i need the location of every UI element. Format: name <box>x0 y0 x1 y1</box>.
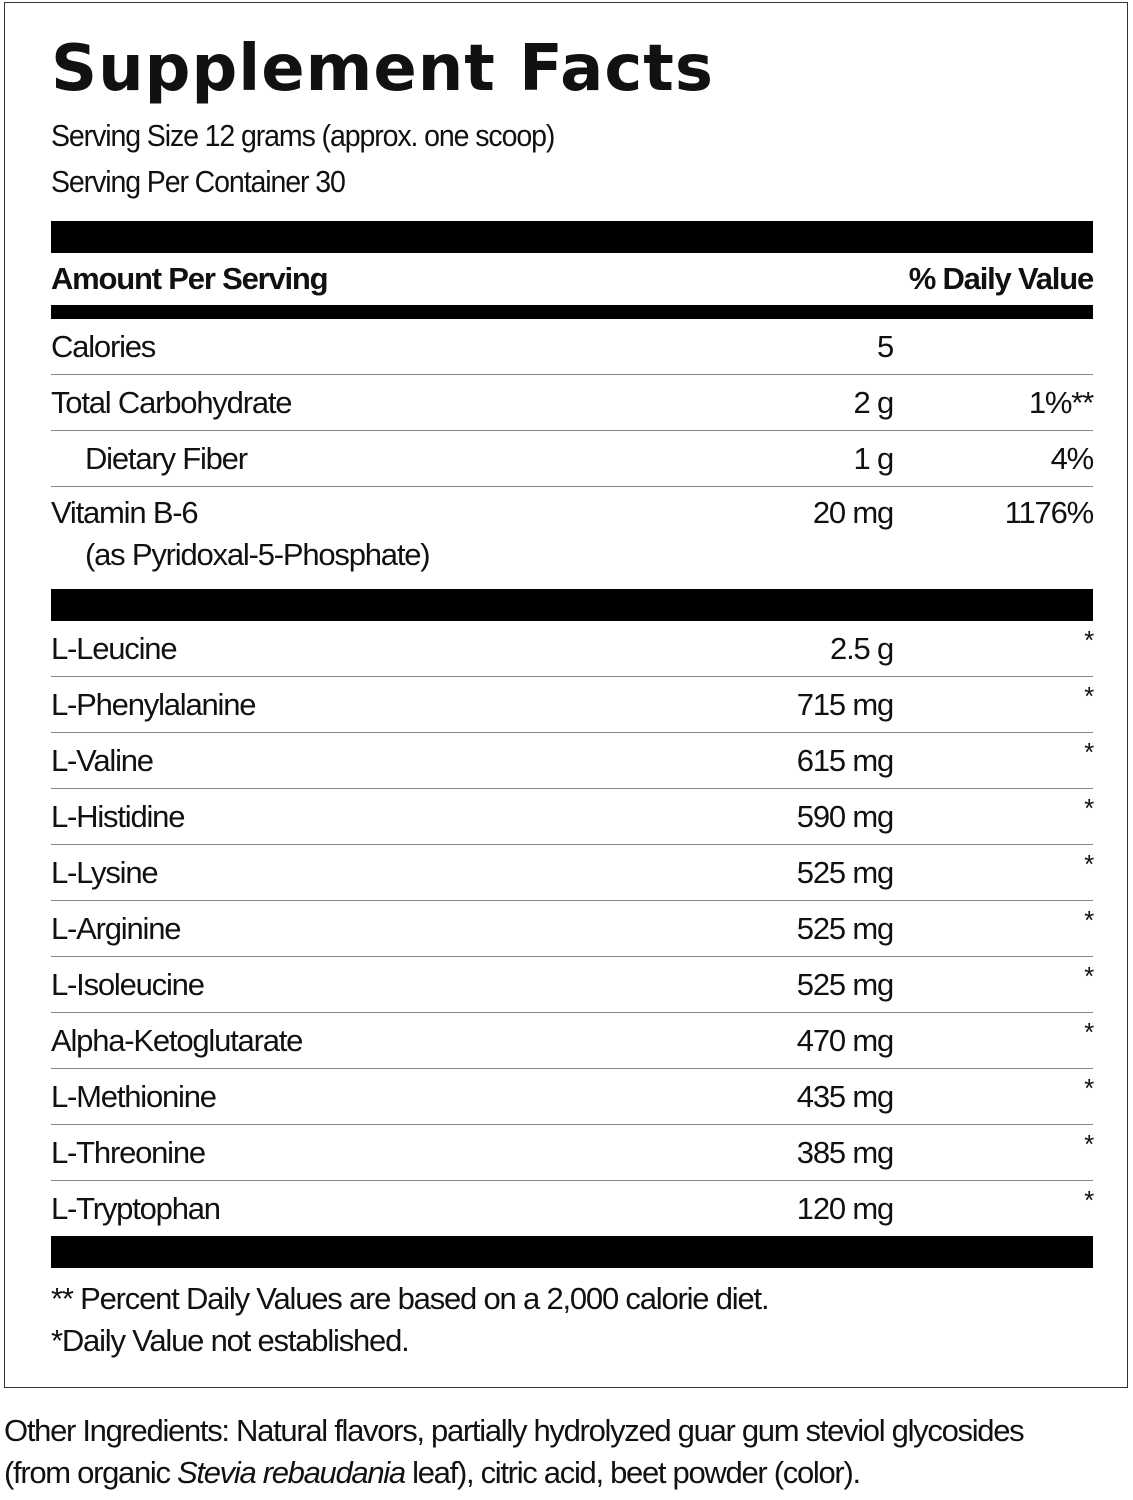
table-row: L-Isoleucine 525 mg * <box>51 957 1094 1013</box>
species-name: Stevia rebaudania <box>177 1455 406 1490</box>
table-row: Dietary Fiber 1 g 4% <box>51 431 1095 487</box>
nutrient-label: Vitamin B-6 <box>51 495 199 530</box>
nutrient-name: L-Methionine <box>51 1079 1093 1115</box>
nutrient-label: L-Histidine <box>51 798 185 834</box>
daily-value: * <box>1084 1073 1094 1103</box>
supplement-facts-panel: Supplement Facts Serving Size 12 grams (… <box>4 2 1128 1388</box>
table-header: Amount Per Serving % Daily Value <box>51 253 1094 305</box>
nutrient-label: Total Carbohydrate <box>51 384 293 420</box>
nutrient-label: L-Valine <box>51 742 154 778</box>
table-row: L-Phenylalanine 715 mg * <box>51 677 1094 733</box>
table-row: L-Valine 615 mg * <box>51 733 1094 789</box>
table-row: Calories 5 <box>51 319 1093 375</box>
daily-value: 1176% <box>1004 495 1094 530</box>
daily-value: 4% <box>1050 440 1095 476</box>
daily-value: * <box>1084 793 1094 823</box>
table-row: Alpha-Ketoglutarate 470 mg * <box>51 1013 1094 1069</box>
nutrient-name: L-Leucine <box>51 631 1093 667</box>
footnote: ** Percent Daily Values are based on a 2… <box>51 1281 770 1316</box>
nutrient-name: Alpha-Ketoglutarate <box>51 1023 1093 1059</box>
servings-per-container: Serving Per Container 30 <box>51 164 346 199</box>
nutrient-label: Calories <box>51 328 156 364</box>
amount: 525 mg <box>796 910 894 946</box>
daily-value: * <box>1084 1129 1094 1159</box>
nutrient-label: L-Leucine <box>51 630 178 666</box>
nutrient-name: L-Isoleucine <box>51 967 1093 1003</box>
amount: 1 g <box>853 440 895 476</box>
nutrient-label: L-Arginine <box>51 910 182 946</box>
table-row: L-Lysine 525 mg * <box>51 845 1094 901</box>
daily-value: * <box>1084 1017 1094 1047</box>
amount: 715 mg <box>796 686 894 722</box>
nutrient-name: L-Lysine <box>51 855 1093 891</box>
serving-size: Serving Size 12 grams (approx. one scoop… <box>51 118 555 153</box>
table-row: L-Arginine 525 mg * <box>51 901 1094 957</box>
nutrient-source: (as Pyridoxal-5-Phosphate) <box>85 537 431 572</box>
nutrient-name: L-Histidine <box>51 799 1093 835</box>
nutrient-label: L-Phenylalanine <box>51 686 257 722</box>
daily-value: * <box>1084 737 1094 767</box>
nutrient-label: L-Methionine <box>51 1078 217 1114</box>
nutrient-name: L-Threonine <box>51 1135 1093 1171</box>
daily-value: * <box>1084 961 1094 991</box>
nutrient-name: Total Carbohydrate <box>51 385 1093 421</box>
nutrient-name: Dietary Fiber <box>51 441 1093 477</box>
amount: 20 mg <box>812 495 894 530</box>
table-row: L-Histidine 590 mg * <box>51 789 1094 845</box>
nutrient-name: L-Valine <box>51 743 1093 779</box>
nutrient-label: L-Lysine <box>51 854 159 890</box>
nutrient-label: L-Tryptophan <box>51 1190 221 1226</box>
amount: 470 mg <box>796 1022 894 1058</box>
divider-bar <box>51 589 1093 621</box>
amount: 590 mg <box>796 798 894 834</box>
nutrient-name: L-Phenylalanine <box>51 687 1093 723</box>
nutrient-name: Vitamin B-6 (as Pyridoxal-5-Phosphate) <box>51 495 1093 573</box>
amount: 2 g <box>853 384 895 420</box>
divider-bar <box>51 221 1093 253</box>
daily-value: * <box>1084 905 1094 935</box>
nutrient-label: Alpha-Ketoglutarate <box>51 1022 303 1058</box>
text: (from organic <box>4 1455 178 1490</box>
nutrient-name: Calories <box>51 329 1093 365</box>
amount: 525 mg <box>796 854 894 890</box>
table-row: L-Tryptophan 120 mg * <box>51 1181 1094 1236</box>
nutrient-label: Dietary Fiber <box>85 440 248 476</box>
panel-title: Supplement Facts <box>51 32 714 106</box>
table-row: Vitamin B-6 (as Pyridoxal-5-Phosphate) 20 … <box>51 487 1094 589</box>
text: leaf), citric acid, beet powder (color). <box>404 1455 861 1490</box>
nutrient-label: L-Threonine <box>51 1134 206 1170</box>
divider-bar <box>51 1236 1093 1268</box>
table-row: Total Carbohydrate 2 g 1%** <box>51 375 1094 431</box>
daily-value-header: % Daily Value <box>908 261 1094 296</box>
daily-value: * <box>1084 625 1094 655</box>
amount: 435 mg <box>796 1078 894 1114</box>
daily-value: * <box>1084 681 1094 711</box>
amount-per-serving-header: Amount Per Serving <box>51 261 329 296</box>
other-ingredients-line: (from organic Stevia rebaudania leaf), c… <box>4 1452 1023 1494</box>
other-ingredients-line: Other Ingredients: Natural flavors, part… <box>4 1413 1025 1448</box>
nutrient-name: L-Tryptophan <box>51 1191 1093 1227</box>
table-row: L-Leucine 2.5 g * <box>51 621 1094 677</box>
daily-value: * <box>1084 1185 1094 1215</box>
daily-value: 1%** <box>1028 384 1094 420</box>
table-row: L-Methionine 435 mg * <box>51 1069 1094 1125</box>
amount: 5 <box>876 328 894 364</box>
divider-bar <box>51 305 1093 319</box>
amount: 525 mg <box>796 966 894 1002</box>
amount: 2.5 g <box>830 630 894 666</box>
other-ingredients: Other Ingredients: Natural flavors, part… <box>4 1410 1025 1494</box>
amount: 385 mg <box>796 1134 894 1170</box>
amount: 120 mg <box>796 1190 894 1226</box>
table-row: L-Threonine 385 mg * <box>51 1125 1094 1181</box>
nutrient-name: L-Arginine <box>51 911 1093 947</box>
nutrient-label: L-Isoleucine <box>51 966 205 1002</box>
daily-value: * <box>1084 849 1094 879</box>
footnote: *Daily Value not established. <box>51 1323 410 1358</box>
amount: 615 mg <box>796 742 894 778</box>
